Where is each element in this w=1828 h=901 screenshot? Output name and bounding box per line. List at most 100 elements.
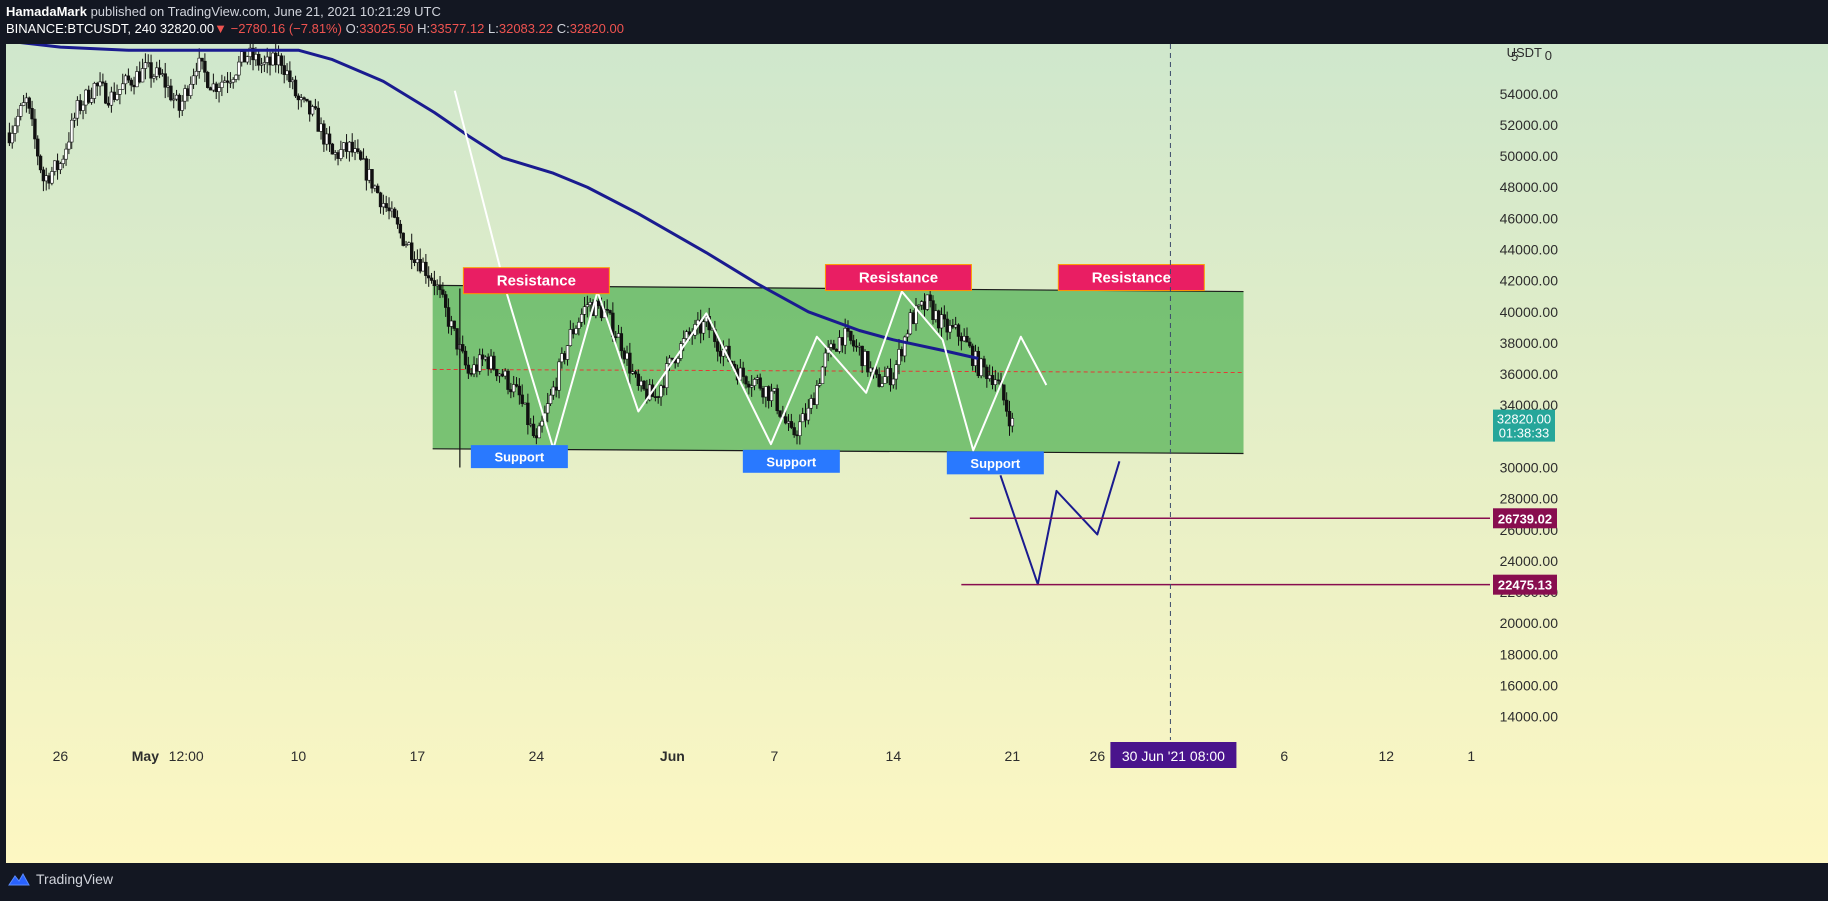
candle-body xyxy=(724,345,728,351)
candle-body xyxy=(996,379,1000,382)
candle-body xyxy=(191,75,196,85)
candle-body xyxy=(146,62,150,64)
candle-body xyxy=(749,385,754,388)
low-value: 32083.22 xyxy=(498,21,554,36)
high-value: 33577.12 xyxy=(430,21,485,36)
candle-body xyxy=(990,375,995,385)
candle-body xyxy=(169,85,173,101)
candle-body xyxy=(806,407,811,421)
candle-body xyxy=(772,388,777,392)
candle-body xyxy=(832,343,836,350)
currency-suffix: 0 xyxy=(1545,48,1552,63)
candle-body xyxy=(350,141,354,153)
brand[interactable]: TradingView xyxy=(8,871,113,887)
candle-body xyxy=(849,331,853,341)
candle-body xyxy=(823,352,828,368)
candle-body xyxy=(36,138,40,157)
candle-body xyxy=(87,89,91,103)
candle-body xyxy=(548,394,553,404)
candle-body xyxy=(293,79,298,97)
candle-body xyxy=(438,284,442,291)
chart-header: HamadaMark published on TradingView.com,… xyxy=(0,0,1828,44)
candle-body xyxy=(446,307,451,327)
y-tick-label: 54000.00 xyxy=(1500,86,1559,102)
candle-body xyxy=(441,289,445,295)
channel-midline xyxy=(432,368,1244,374)
candle-body xyxy=(914,305,918,324)
candle-body xyxy=(905,333,910,338)
candle-body xyxy=(585,304,590,308)
candle-body xyxy=(427,275,431,279)
candle-body xyxy=(463,350,468,366)
candle-body xyxy=(172,98,176,101)
candle-body xyxy=(44,175,48,182)
candle-body xyxy=(911,312,915,324)
candle-body xyxy=(231,79,235,83)
candle-body xyxy=(554,386,558,391)
y-tick-label: 28000.00 xyxy=(1500,491,1559,507)
candle-body xyxy=(868,367,873,373)
candle-body xyxy=(223,80,227,83)
candle-body xyxy=(38,155,43,171)
candle-body xyxy=(418,258,422,272)
candle-body xyxy=(475,364,479,372)
candle-body xyxy=(517,385,522,396)
candle-body xyxy=(27,97,31,109)
x-tick-label: 6 xyxy=(1280,748,1288,764)
candle-body xyxy=(186,88,190,96)
candle-body xyxy=(135,71,139,88)
candle-body xyxy=(415,258,420,263)
price-chart-svg[interactable]: Resistance Resistance Resistance Support Sup… xyxy=(5,38,1828,863)
resistance-label-box xyxy=(1057,264,1205,292)
candle-body xyxy=(588,302,592,306)
candle-body xyxy=(817,383,822,386)
y-tick-label: 14000.00 xyxy=(1500,709,1559,725)
candle-body xyxy=(435,284,439,287)
candle-body xyxy=(50,171,54,184)
candle-body xyxy=(322,123,326,145)
candle-body xyxy=(288,70,292,83)
candle-body xyxy=(444,294,448,308)
candle-body xyxy=(259,63,264,66)
candle-body xyxy=(78,100,82,111)
candle-body xyxy=(344,142,349,152)
candle-body xyxy=(89,98,94,103)
x-tick-label: 1 xyxy=(1467,748,1475,764)
candle-body xyxy=(545,403,550,414)
label-text: Support xyxy=(766,454,816,469)
candle-body xyxy=(857,345,862,348)
candle-body xyxy=(571,329,575,335)
candle-body xyxy=(404,244,408,246)
candle-body xyxy=(274,52,278,66)
open-value: 33025.50 xyxy=(359,21,414,36)
y-tick-label: 44000.00 xyxy=(1500,242,1559,258)
candle-body xyxy=(361,158,366,161)
support-label-box xyxy=(742,449,840,473)
candle-body xyxy=(316,107,320,132)
candle-body xyxy=(622,350,626,360)
candle-body xyxy=(979,358,983,377)
candle-body xyxy=(565,345,570,360)
plot-background xyxy=(6,44,1828,863)
candle-body xyxy=(987,375,992,379)
candle-body xyxy=(461,344,465,352)
last-price: 32820.00 xyxy=(159,21,215,36)
candle-body xyxy=(101,81,105,84)
candle-body xyxy=(174,94,179,100)
candle-body xyxy=(874,369,879,375)
symbol-label[interactable]: BINANCE:BTCUSDT, 240 xyxy=(6,21,157,36)
candle-body xyxy=(755,377,760,380)
candle-body xyxy=(860,345,864,367)
chart-plot[interactable]: Resistance Resistance Resistance Support Sup… xyxy=(5,38,1828,863)
candle-body xyxy=(939,314,944,329)
candle-body xyxy=(1002,384,1006,401)
candle-body xyxy=(625,352,629,360)
candle-body xyxy=(1004,399,1009,412)
candle-body xyxy=(815,385,819,405)
resistance-label-box xyxy=(824,264,972,292)
candle-body xyxy=(934,310,938,320)
candle-body xyxy=(387,207,391,212)
candle-body xyxy=(562,353,567,360)
candle-body xyxy=(410,242,414,260)
publisher-name[interactable]: HamadaMark xyxy=(6,4,87,19)
